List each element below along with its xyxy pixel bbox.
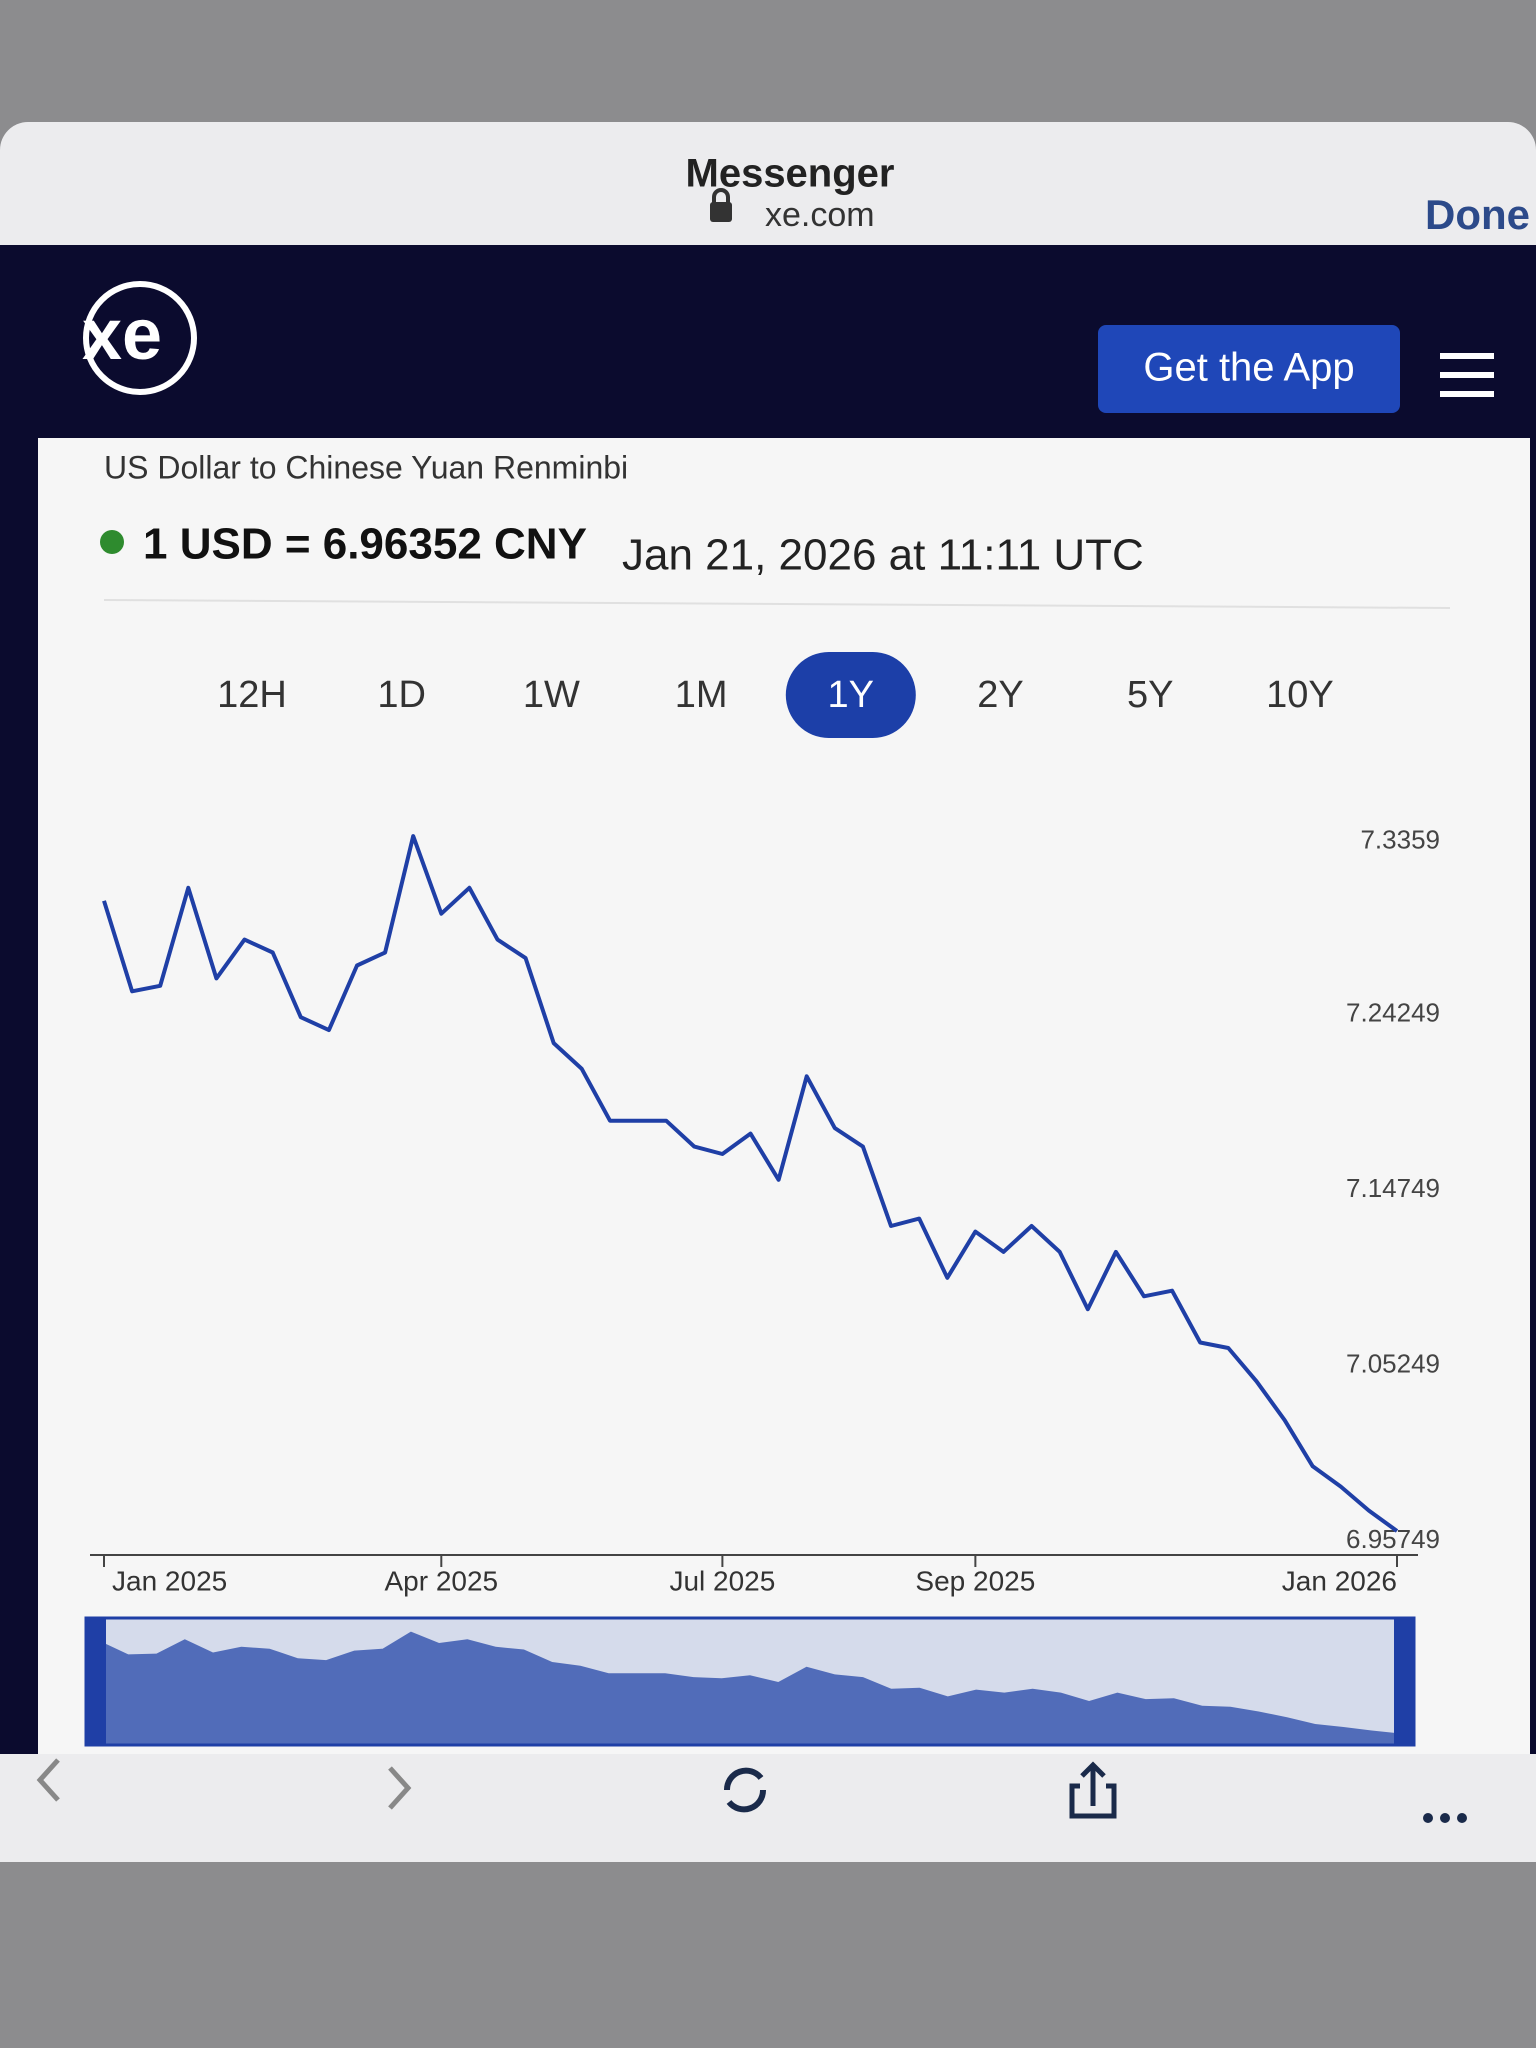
- y-tick-label: 7.24249: [1346, 997, 1440, 1027]
- back-button[interactable]: [36, 1758, 60, 1802]
- range-button[interactable]: 1W: [523, 674, 580, 716]
- y-tick-label: 7.14749: [1346, 1173, 1440, 1203]
- get-app-label: Get the App: [1143, 346, 1354, 390]
- timestamp: Jan 21, 2026 at 11:11 UTC: [622, 531, 1144, 580]
- rate-line: [102, 834, 1399, 1533]
- toolbar-bg: [0, 1754, 1536, 1862]
- lock-icon: [710, 202, 732, 222]
- menu-icon[interactable]: [1440, 353, 1494, 397]
- logo-ring: [83, 281, 197, 395]
- navigator-area: [100, 1631, 1400, 1745]
- range-button[interactable]: 1M: [675, 674, 728, 716]
- toolbar: [0, 1754, 1536, 1862]
- pair-heading: US Dollar to Chinese Yuan Renminbi: [104, 449, 628, 485]
- navigator-handle[interactable]: [86, 1618, 106, 1745]
- range-button[interactable]: 1Y: [828, 674, 874, 716]
- x-tick-label: Jan 2026: [1282, 1565, 1397, 1596]
- get-app-button[interactable]: [1098, 325, 1400, 413]
- browser-title: Messenger: [686, 152, 895, 196]
- navigator-handle[interactable]: [1394, 1618, 1414, 1745]
- done-button[interactable]: Done: [1425, 191, 1530, 238]
- range-button[interactable]: 12H: [217, 674, 287, 716]
- range-button[interactable]: 10Y: [1266, 674, 1334, 716]
- forward-button[interactable]: [388, 1766, 412, 1810]
- y-tick-label: 7.3359: [1360, 825, 1440, 855]
- range-button[interactable]: 1D: [377, 674, 426, 716]
- more-button[interactable]: [1423, 1813, 1467, 1823]
- x-tick-label: Jul 2025: [669, 1565, 775, 1596]
- range-selected: [785, 652, 916, 738]
- rate: 1 USD = 6.96352 CNY: [143, 520, 587, 569]
- share-button[interactable]: [1069, 1761, 1117, 1819]
- lock-icon: [712, 188, 730, 203]
- live-dot: [100, 530, 124, 554]
- divider: [103, 599, 1451, 609]
- range-button[interactable]: 2Y: [977, 674, 1023, 716]
- content-card: [38, 438, 1530, 1754]
- logo: xe: [82, 295, 162, 375]
- y-tick-label: 7.05249: [1346, 1348, 1440, 1378]
- x-tick-label: Jan 2025: [112, 1565, 227, 1596]
- x-tick-label: Sep 2025: [915, 1565, 1035, 1596]
- reload-button[interactable]: [723, 1767, 767, 1813]
- range-button[interactable]: 5Y: [1127, 674, 1173, 716]
- x-tick-label: Apr 2025: [384, 1565, 498, 1596]
- browser-domain: xe.com: [765, 196, 875, 234]
